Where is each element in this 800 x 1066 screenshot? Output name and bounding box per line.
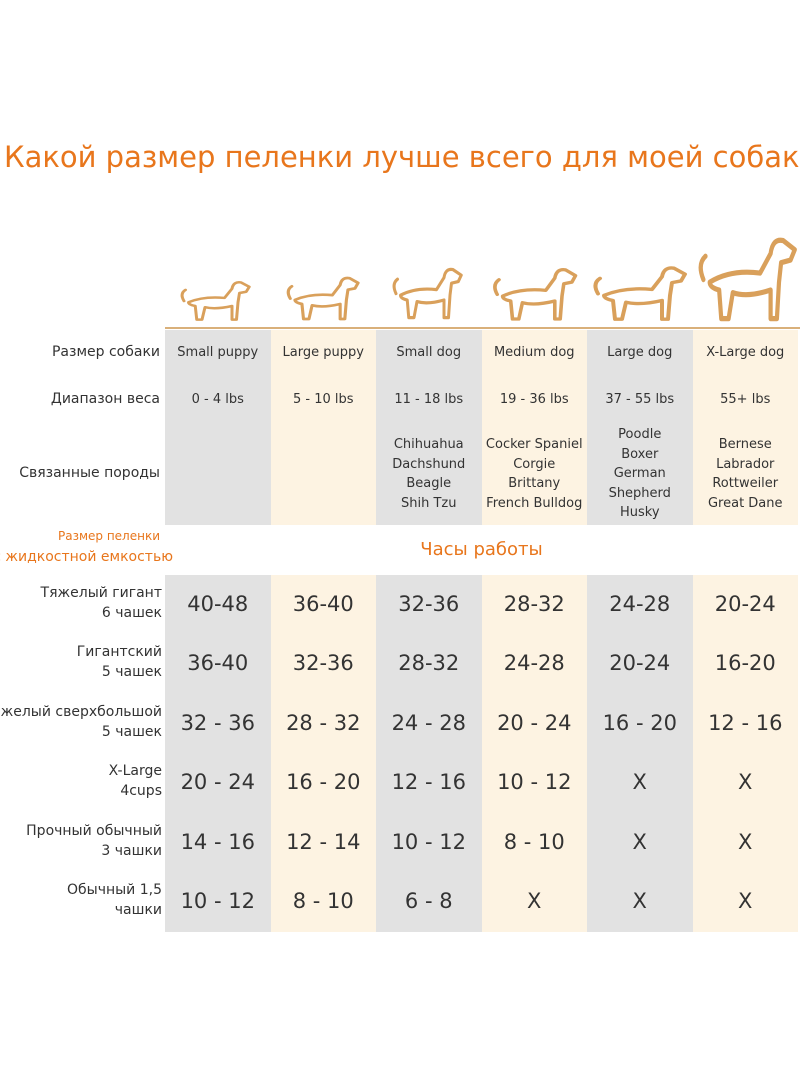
pad-label: Тяжелый гигант — [40, 585, 162, 601]
breed: Husky — [619, 505, 660, 521]
column-bg — [692, 330, 798, 525]
breed: Labrador — [716, 456, 775, 472]
hours-cell: 16 - 20 — [286, 770, 361, 795]
dog-size: Large puppy — [282, 345, 364, 360]
pad-label: 3 чашки — [101, 842, 162, 859]
weight-range: 19 - 36 lbs — [499, 392, 569, 407]
column-bg — [481, 575, 587, 932]
pad-label: 4cups — [120, 783, 162, 800]
hours-cell: 6 - 8 — [404, 889, 453, 913]
hours-cell: 10 - 12 — [180, 889, 255, 913]
hours-cell: 32-36 — [398, 592, 460, 616]
breed: Poodle — [618, 427, 662, 443]
row-label: Диапазон веса — [50, 391, 160, 407]
hours-cell: 16 - 20 — [602, 710, 677, 735]
breed: Beagle — [406, 476, 452, 491]
column-bg — [587, 575, 693, 932]
hours-cell: 16-20 — [714, 651, 776, 676]
hours-cell: 28 - 32 — [286, 710, 361, 735]
hours-cell: X — [738, 889, 753, 913]
pad-label: Прочный обычный — [26, 822, 162, 839]
hours-cell: X — [632, 889, 647, 913]
hours-cell: 24 - 28 — [391, 710, 466, 735]
hours-cell: 8 - 10 — [503, 829, 565, 854]
row-label: Размер собаки — [51, 344, 160, 360]
dog-illustrations — [165, 220, 800, 329]
dog-size: Large dog — [607, 345, 673, 360]
hours-cell: 14 - 16 — [180, 829, 255, 854]
column-bg — [165, 575, 271, 932]
hours-cell: 10 - 12 — [497, 770, 572, 795]
hours-cell: 20 - 24 — [180, 770, 255, 795]
pad-label: 5 чашек — [101, 723, 162, 740]
pad-label: 6 чашек — [101, 605, 162, 621]
breed: Chihuahua — [393, 437, 464, 452]
dog-size: X-Large dog — [706, 345, 785, 360]
pad-header-label: Размер пеленки — [57, 529, 160, 543]
column-bg — [270, 330, 376, 525]
hours-cell: X — [738, 829, 753, 854]
hours-cell: 28-32 — [398, 651, 460, 676]
hours-cell: 36-40 — [187, 651, 249, 676]
column-bg — [692, 575, 798, 932]
weight-range: 11 - 18 lbs — [394, 392, 464, 407]
hours-cell: 12 - 14 — [286, 829, 361, 854]
pad-label: 5 чашек — [101, 664, 162, 681]
hours-cell: 28-32 — [503, 592, 565, 616]
pad-label: Тяжелый сверхбольшой — [0, 703, 162, 720]
hours-cell: 24-28 — [503, 651, 565, 676]
hours-cell: 24-28 — [609, 592, 671, 616]
breed: Cocker Spaniel — [485, 437, 583, 452]
breed: Boxer — [621, 446, 659, 462]
hours-cell: 32 - 36 — [180, 710, 255, 735]
hours-cell: X — [632, 829, 647, 854]
pad-label: X-Large — [108, 763, 162, 780]
pad-label: чашки — [114, 902, 162, 918]
hours-cell: 20-24 — [714, 592, 776, 616]
column-bg — [481, 330, 587, 525]
hours-cell: 10 - 12 — [391, 829, 466, 854]
column-bg — [376, 330, 482, 525]
column-bg — [376, 575, 482, 932]
hours-cell: 40-48 — [187, 592, 249, 616]
hours-cell: 12 - 16 — [391, 770, 466, 795]
column-bg — [270, 575, 376, 932]
pad-header: Часы работы — [420, 539, 543, 560]
dog-size: Medium dog — [493, 345, 575, 360]
pad-label: Гигантский — [76, 644, 162, 661]
hours-cell: 12 - 16 — [708, 710, 783, 735]
breed: German — [613, 466, 666, 482]
pad-header-label: с жидкостной емкостью — [0, 549, 173, 565]
breed: Rottweiler — [712, 476, 779, 491]
weight-range: 5 - 10 lbs — [292, 392, 354, 407]
breed: Shih Tzu — [401, 495, 457, 511]
breed: Shepherd — [608, 485, 671, 501]
weight-range: 37 - 55 lbs — [605, 392, 675, 407]
hours-cell: 36-40 — [292, 592, 354, 616]
dog-size: Small puppy — [177, 345, 259, 360]
weight-range: 55+ lbs — [720, 392, 771, 407]
dog-size: Small dog — [396, 345, 462, 360]
breed: Corgie — [513, 456, 556, 472]
breed: Great Dane — [707, 495, 783, 511]
weight-range: 0 - 4 lbs — [191, 392, 244, 407]
column-bg — [165, 330, 271, 525]
breed: French Bulldog — [486, 495, 583, 511]
breed: Bernese — [718, 437, 772, 452]
title: Какой размер пеленки лучше всего для мое… — [4, 140, 800, 174]
breed: Dachshund — [392, 456, 466, 472]
hours-cell: X — [632, 770, 647, 795]
hours-cell: 8 - 10 — [292, 889, 354, 913]
row-label: Связанные породы — [19, 465, 160, 481]
breed: Brittany — [508, 476, 561, 491]
hours-cell: X — [738, 770, 753, 795]
pad-label: Обычный 1,5 — [67, 882, 162, 898]
column-bg — [587, 330, 693, 525]
hours-cell: X — [527, 889, 542, 913]
hours-cell: 32-36 — [292, 651, 354, 676]
hours-cell: 20 - 24 — [497, 710, 572, 735]
hours-cell: 20-24 — [609, 651, 671, 676]
